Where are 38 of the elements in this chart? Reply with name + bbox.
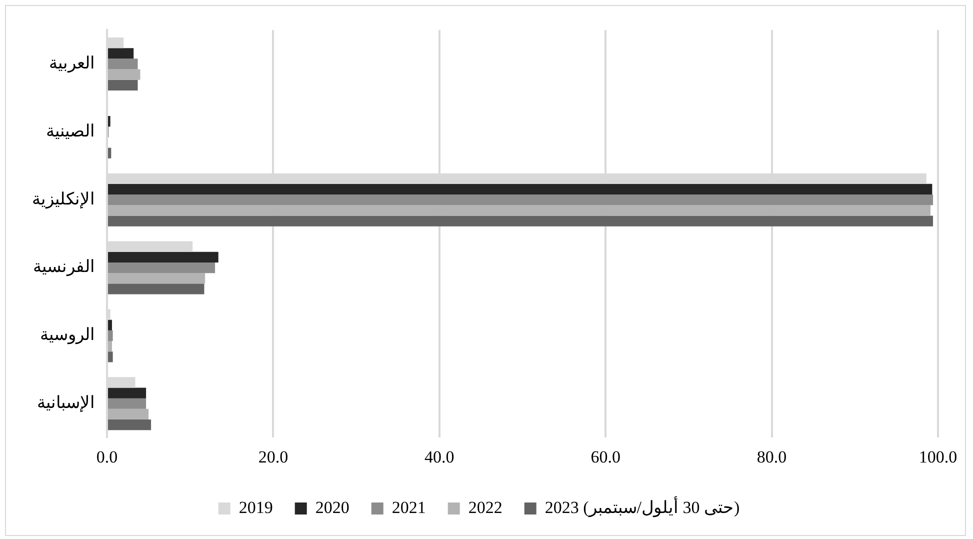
bar xyxy=(108,420,152,430)
legend-label: 2022 xyxy=(468,498,502,517)
legend-label: 2020 xyxy=(315,498,350,517)
bar xyxy=(108,273,206,284)
x-tick-label: 20.0 xyxy=(258,447,288,466)
bar xyxy=(108,216,934,226)
x-tick-label: 100.0 xyxy=(918,447,958,466)
bar xyxy=(108,205,931,216)
x-tick-label: 40.0 xyxy=(424,447,454,466)
bar xyxy=(108,194,934,206)
bar xyxy=(108,252,218,262)
bar xyxy=(108,58,138,70)
y-tick-label: الإسبانية xyxy=(37,393,95,412)
x-tick-label: 0.0 xyxy=(96,447,118,466)
bar xyxy=(108,184,932,195)
y-tick-label: الروسية xyxy=(40,325,95,346)
bar xyxy=(108,408,149,420)
bar xyxy=(108,69,140,80)
y-tick-label: العربية xyxy=(49,53,95,74)
y-tick-label: الصينية xyxy=(46,121,95,140)
bar xyxy=(108,330,113,341)
bar xyxy=(108,284,204,294)
bar xyxy=(108,352,113,362)
x-tick-label: 80.0 xyxy=(756,447,787,466)
bar xyxy=(108,80,138,90)
bar xyxy=(108,341,112,352)
legend-label: 2019 xyxy=(238,498,273,517)
legend-label: 2021 xyxy=(392,498,426,517)
bar xyxy=(108,398,146,409)
legend-label: 2023 (حتى 30 أيلول/سبتمبر) xyxy=(544,496,740,518)
bar xyxy=(108,48,134,59)
bar xyxy=(108,148,112,158)
x-tick-label: 60.0 xyxy=(590,447,620,466)
bar xyxy=(108,388,146,398)
y-tick-label: الفرنسية xyxy=(33,257,95,278)
bar xyxy=(108,320,112,330)
bar xyxy=(108,262,216,274)
y-tick-label: الإنكليزية xyxy=(32,189,95,210)
